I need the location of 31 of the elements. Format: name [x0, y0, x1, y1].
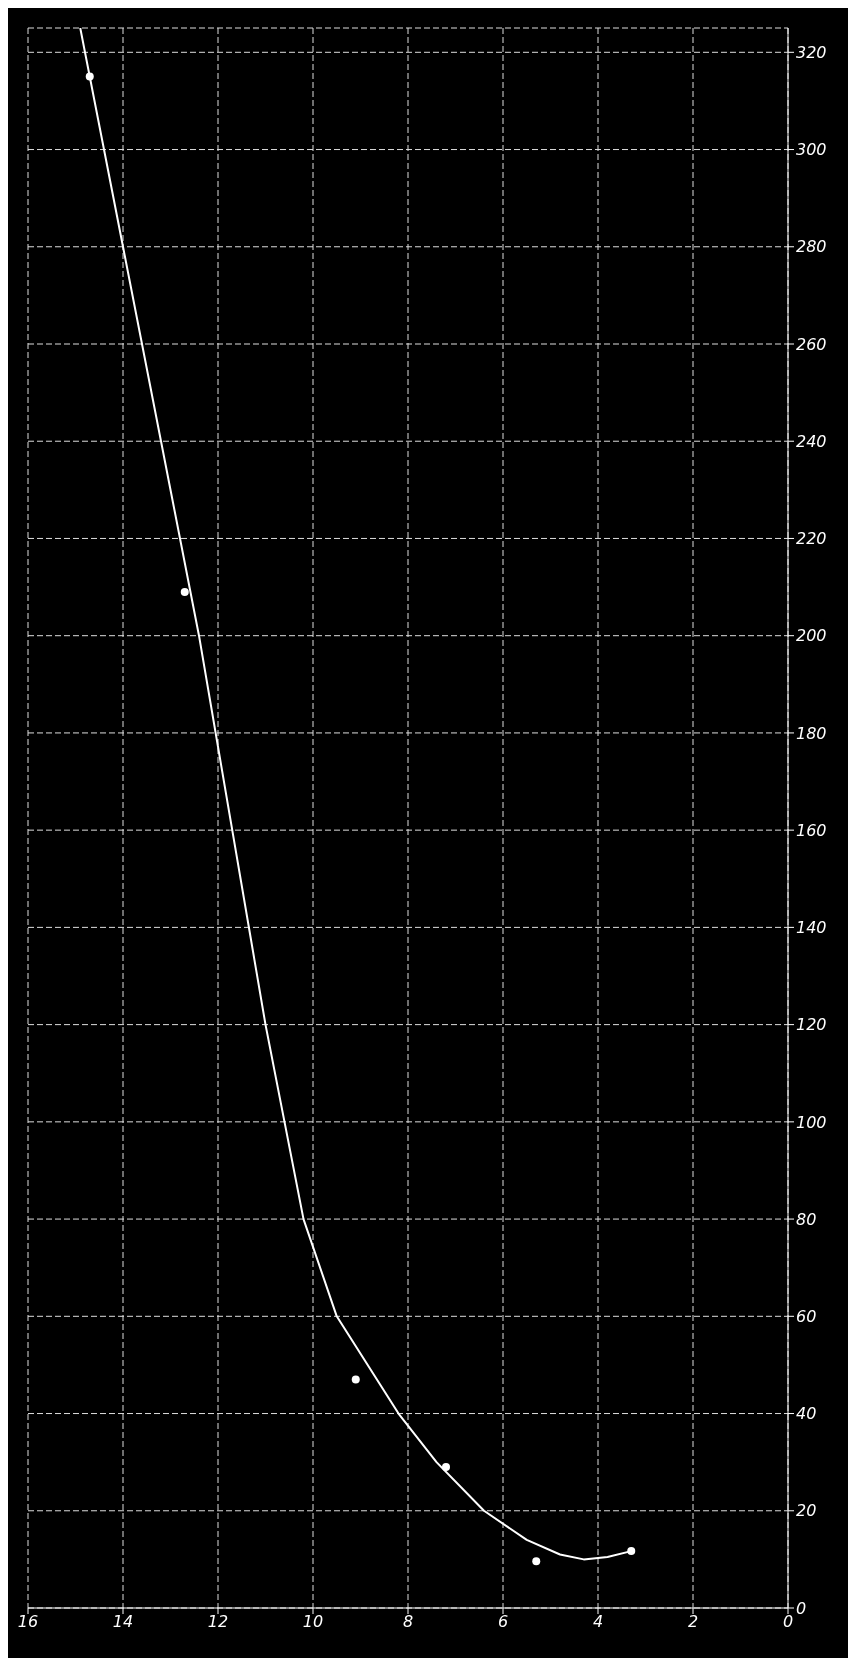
x-tick-label: 16 — [17, 1612, 39, 1632]
point — [180, 587, 189, 596]
x-tick-label: 10 — [302, 1612, 324, 1632]
point — [627, 1547, 636, 1556]
y-tick-label: 60 — [796, 1306, 817, 1326]
y-tick-label: 280 — [796, 237, 827, 257]
y-tick-label: 260 — [796, 334, 827, 354]
point — [532, 1557, 541, 1566]
y-tick-label: 160 — [796, 820, 827, 840]
point — [442, 1463, 450, 1472]
y-tick-label: 120 — [796, 1015, 827, 1035]
x-tick-label: 14 — [112, 1612, 134, 1632]
y-tick-label: 80 — [796, 1209, 817, 1229]
x-tick-label: 6 — [497, 1612, 509, 1632]
y-tick-label: 180 — [796, 723, 827, 743]
y-tick-label: 100 — [796, 1112, 827, 1132]
y-tick-label: 0 — [796, 1598, 807, 1618]
y-tick-label: 40 — [796, 1404, 817, 1424]
y-tick-label: 200 — [796, 626, 827, 646]
y-tick-label: 220 — [796, 529, 827, 549]
x-tick-label: 12 — [207, 1612, 229, 1632]
y-tick-label: 240 — [796, 431, 827, 451]
y-tick-label: 140 — [796, 918, 827, 938]
y-tick-label: 300 — [796, 140, 827, 160]
x-tick-label: 4 — [592, 1612, 604, 1632]
x-tick-label: 0 — [782, 1612, 794, 1632]
y-tick-label: 20 — [796, 1501, 817, 1521]
y-tick-label: 320 — [796, 42, 827, 62]
x-tick-label: 2 — [687, 1612, 699, 1632]
point — [351, 1375, 360, 1384]
x-tick-label: 8 — [402, 1612, 414, 1632]
